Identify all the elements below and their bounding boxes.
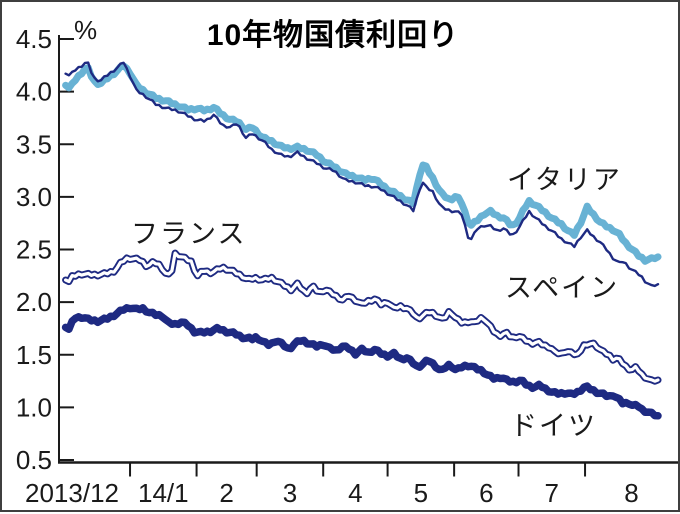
x-tick-label: 3 xyxy=(283,478,297,508)
x-tick-label: 7 xyxy=(545,478,559,508)
y-tick-label: 4.0 xyxy=(16,77,52,107)
x-tick-label: 6 xyxy=(479,478,493,508)
chart-title: 10年物国債利回り xyxy=(206,19,460,52)
series-label-spain: スペイン xyxy=(505,273,620,303)
x-tick-label: 8 xyxy=(624,478,638,508)
series-line-italy xyxy=(62,62,662,265)
y-tick-label: 2.5 xyxy=(16,235,52,265)
series-line-germany xyxy=(61,304,662,420)
x-tick-label: 2013/12 xyxy=(25,478,119,508)
y-tick-label: 4.5 xyxy=(16,24,52,54)
series-label-germany: ドイツ xyxy=(510,411,597,441)
series-line-france-core xyxy=(63,251,660,383)
y-tick-label: 1.5 xyxy=(16,340,52,370)
y-tick-label: 0.5 xyxy=(16,445,52,475)
y-tick-label: 3.5 xyxy=(16,129,52,159)
x-tick-label: 5 xyxy=(414,478,428,508)
series-label-italy: イタリア xyxy=(507,165,622,195)
y-tick-label: 2.0 xyxy=(16,287,52,317)
series-line-spain xyxy=(64,61,660,288)
y-axis-unit-label: % xyxy=(74,15,98,45)
y-tick-label: 3.0 xyxy=(16,182,52,212)
x-tick-label: 4 xyxy=(348,478,362,508)
x-tick-label: 14/1 xyxy=(138,478,189,508)
x-tick-label: 2 xyxy=(219,478,233,508)
series-label-france: フランス xyxy=(131,219,247,249)
y-tick-label: 1.0 xyxy=(16,392,52,422)
